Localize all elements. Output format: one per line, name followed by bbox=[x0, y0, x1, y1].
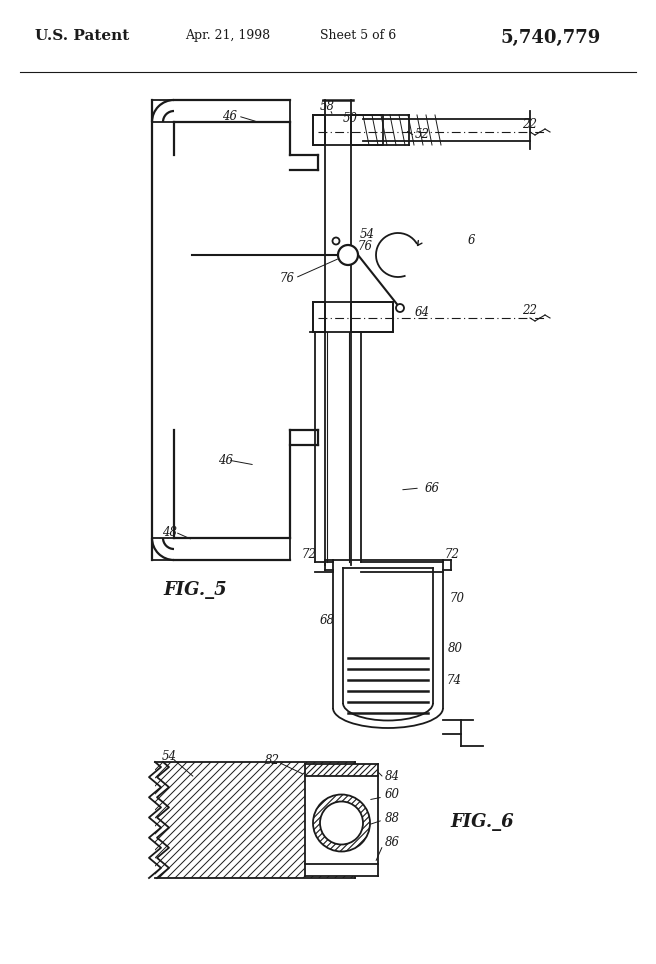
Text: 70: 70 bbox=[450, 592, 465, 604]
Text: 86: 86 bbox=[385, 837, 400, 849]
Text: 50: 50 bbox=[343, 112, 358, 124]
Text: 64: 64 bbox=[415, 306, 430, 318]
Text: 66: 66 bbox=[425, 481, 440, 495]
Text: 60: 60 bbox=[385, 789, 400, 801]
Text: 22: 22 bbox=[522, 304, 537, 316]
Text: Apr. 21, 1998: Apr. 21, 1998 bbox=[185, 29, 270, 42]
Text: FIG._5: FIG._5 bbox=[163, 581, 226, 599]
Text: FIG._6: FIG._6 bbox=[450, 813, 514, 831]
Text: 52: 52 bbox=[415, 128, 430, 142]
Text: 72: 72 bbox=[445, 549, 460, 561]
Text: 54: 54 bbox=[162, 749, 177, 763]
Circle shape bbox=[313, 794, 370, 851]
Text: 68: 68 bbox=[320, 613, 335, 627]
Text: 88: 88 bbox=[385, 812, 400, 824]
Text: 74: 74 bbox=[447, 674, 462, 686]
Text: 48: 48 bbox=[162, 525, 177, 539]
Text: 58: 58 bbox=[320, 100, 335, 114]
Text: 82: 82 bbox=[265, 754, 280, 766]
Text: Sheet 5 of 6: Sheet 5 of 6 bbox=[320, 29, 396, 42]
Circle shape bbox=[320, 801, 363, 844]
Circle shape bbox=[396, 304, 404, 312]
Polygon shape bbox=[305, 764, 378, 876]
Text: 6: 6 bbox=[468, 233, 476, 247]
Text: 84: 84 bbox=[385, 769, 400, 783]
Text: 80: 80 bbox=[448, 641, 463, 655]
Text: 54: 54 bbox=[360, 228, 375, 242]
Text: 76: 76 bbox=[358, 239, 373, 253]
Text: 46: 46 bbox=[218, 453, 233, 467]
Text: U.S. Patent: U.S. Patent bbox=[35, 29, 129, 43]
Text: 76: 76 bbox=[280, 272, 295, 284]
Circle shape bbox=[333, 237, 340, 245]
Text: 46: 46 bbox=[222, 110, 237, 122]
Text: 5,740,779: 5,740,779 bbox=[500, 29, 600, 47]
Text: 72: 72 bbox=[302, 549, 317, 561]
Circle shape bbox=[338, 245, 358, 265]
Text: 22: 22 bbox=[522, 118, 537, 130]
